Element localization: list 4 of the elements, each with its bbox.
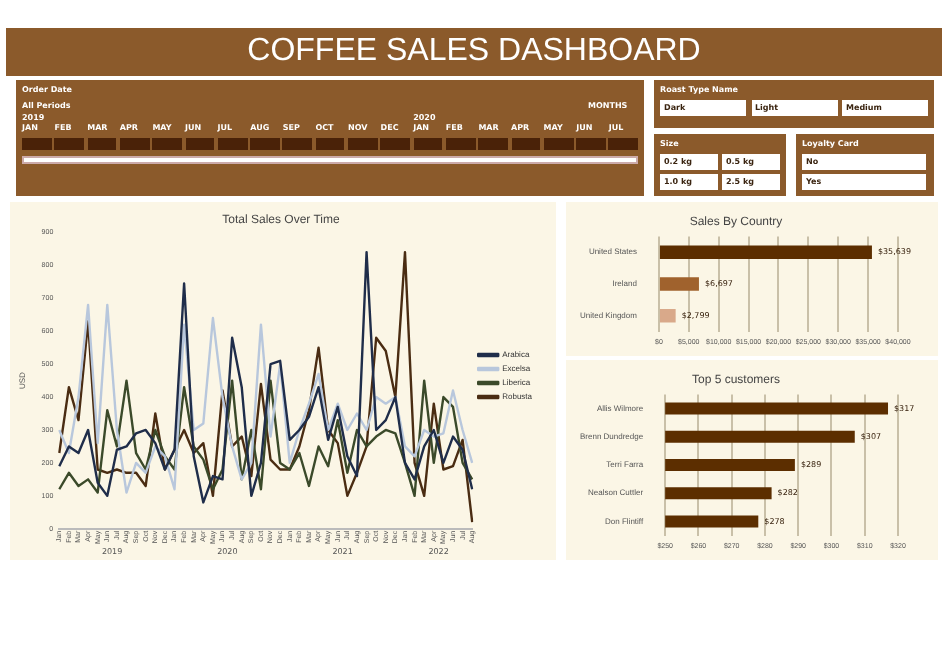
bar bbox=[659, 308, 676, 323]
bar bbox=[659, 245, 872, 260]
text: COFFEE SALES DASHBOARD bbox=[6, 28, 942, 76]
bar bbox=[659, 277, 699, 291]
